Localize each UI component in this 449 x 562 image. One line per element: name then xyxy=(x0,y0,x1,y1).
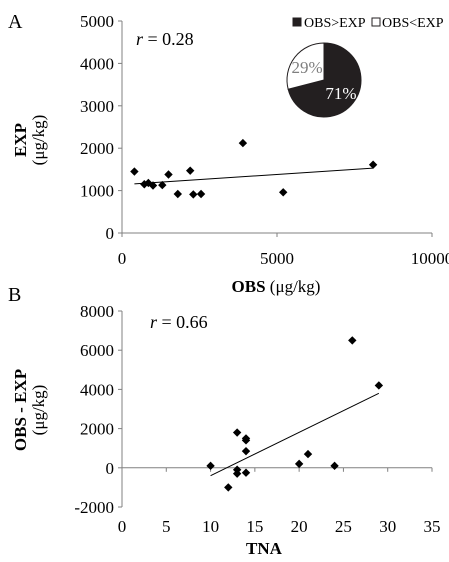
panel-a-pie-legend: OBS>EXP OBS<EXP xyxy=(292,16,444,31)
panel-b-x-tick-label: 0 xyxy=(118,517,127,536)
panel-b-x-ticks: 0 5 10 15 20 25 30 35 xyxy=(118,467,441,536)
legend-label: OBS<EXP xyxy=(382,16,444,31)
panel-a-y-tick-label: 5000 xyxy=(80,12,114,31)
panel-a-r-annotation: r = 0.28 xyxy=(136,29,194,49)
panel-a-x-ticks: 0 5000 10000 xyxy=(118,233,449,268)
panel-b-x-tick-label: 10 xyxy=(202,517,219,536)
panel-a-y-tick-label: 0 xyxy=(106,224,115,243)
panel-a-y-axis-unit: (μg/kg) xyxy=(29,115,48,166)
panel-a-data-point xyxy=(238,138,248,148)
panel-a-x-tick-label: 0 xyxy=(118,249,127,268)
panel-b-r-annotation: r = 0.66 xyxy=(150,312,208,332)
panel-a-data-point xyxy=(148,181,158,190)
panel-b-data-point xyxy=(303,449,313,459)
panel-b-y-axis-title: OBS - EXP xyxy=(11,369,30,451)
panel-b-y-tick-label: 8000 xyxy=(80,302,114,321)
pie-slice xyxy=(286,42,325,90)
legend-label: OBS>EXP xyxy=(304,16,366,31)
panel-b-x-tick-label: 35 xyxy=(424,517,441,536)
panel-a-data-point xyxy=(279,188,288,197)
panel-a-points xyxy=(130,138,378,199)
panel-b-x-tick-label: 30 xyxy=(379,517,396,536)
panel-b-y-axis-unit: (μg/kg) xyxy=(29,385,48,436)
panel-b-data-point xyxy=(206,461,215,471)
panel-b-y-tick-label: 0 xyxy=(106,459,115,478)
panel-b-data-point xyxy=(374,381,384,390)
panel-b-y-tick-label: -2000 xyxy=(74,498,114,517)
panel-b-data-point xyxy=(330,461,339,471)
panel-b-x-tick-label: 25 xyxy=(335,517,352,536)
panel-b-data-point xyxy=(241,446,251,456)
panel-b-data-point xyxy=(294,459,304,469)
panel-b-data-point xyxy=(241,436,251,445)
panel-a-x-axis-title: OBS (μg/kg) xyxy=(232,277,321,296)
panel-a-axes xyxy=(121,21,432,234)
panel-b-data-point xyxy=(232,428,242,437)
panel-b-data-point xyxy=(241,468,251,477)
panel-a-y-axis-title: EXP xyxy=(11,123,30,157)
panel-a-x-tick-label: 5000 xyxy=(260,249,294,268)
panel-a-data-point xyxy=(368,160,378,169)
panel-b-x-tick-label: 20 xyxy=(291,517,308,536)
panel-b-axes xyxy=(121,311,432,507)
legend-swatch xyxy=(292,17,302,27)
panel-b-data-point xyxy=(348,336,357,345)
panel-b-y-tick-label: 6000 xyxy=(80,341,114,360)
panel-a-x-tick-label: 10000 xyxy=(411,249,449,268)
panel-a: A 0 1000 2000 3000 4000 5000 0 5000 10000 r = 0… xyxy=(8,11,449,296)
panel-b-x-tick-label: 15 xyxy=(246,517,263,536)
panel-a-data-point xyxy=(130,167,139,176)
panel-b-trendline xyxy=(210,392,380,477)
panel-a-data-point xyxy=(196,189,206,199)
pie-slice xyxy=(287,42,362,118)
panel-b-trendline-group xyxy=(210,392,380,477)
panel-a-data-point xyxy=(158,180,167,190)
pie-slice-label: 29% xyxy=(291,58,322,77)
panel-a-data-point xyxy=(189,190,198,199)
panel-b-data-point xyxy=(224,483,233,492)
panel-a-letter: A xyxy=(8,11,23,33)
panel-a-data-point xyxy=(173,189,182,199)
panel-b-data-point xyxy=(232,469,242,478)
panel-a-data-point xyxy=(164,170,173,179)
panel-b-y-tick-label: 2000 xyxy=(80,420,114,439)
panel-a-y-tick-label: 3000 xyxy=(80,97,114,116)
panel-b-points xyxy=(206,336,384,492)
pie-slice-label: 71% xyxy=(325,84,356,103)
panel-b-y-ticks: -2000 0 2000 4000 6000 8000 xyxy=(74,302,122,517)
panel-a-data-point xyxy=(186,166,195,175)
panel-b-letter: B xyxy=(8,284,21,306)
legend-swatch xyxy=(371,17,381,27)
panel-b-y-tick-label: 4000 xyxy=(80,380,114,399)
panel-a-inset-pie: 71%29% xyxy=(286,42,362,118)
panel-b-x-tick-label: 5 xyxy=(162,517,171,536)
panel-b-x-axis-title: TNA xyxy=(246,539,283,558)
panel-a-y-tick-label: 4000 xyxy=(80,54,114,73)
panel-a-y-ticks: 0 1000 2000 3000 4000 5000 xyxy=(80,12,122,243)
panel-a-y-tick-label: 2000 xyxy=(80,139,114,158)
panel-a-y-tick-label: 1000 xyxy=(80,182,114,201)
panel-a-trendline xyxy=(134,167,374,185)
panel-a-trendline-group xyxy=(134,167,374,185)
